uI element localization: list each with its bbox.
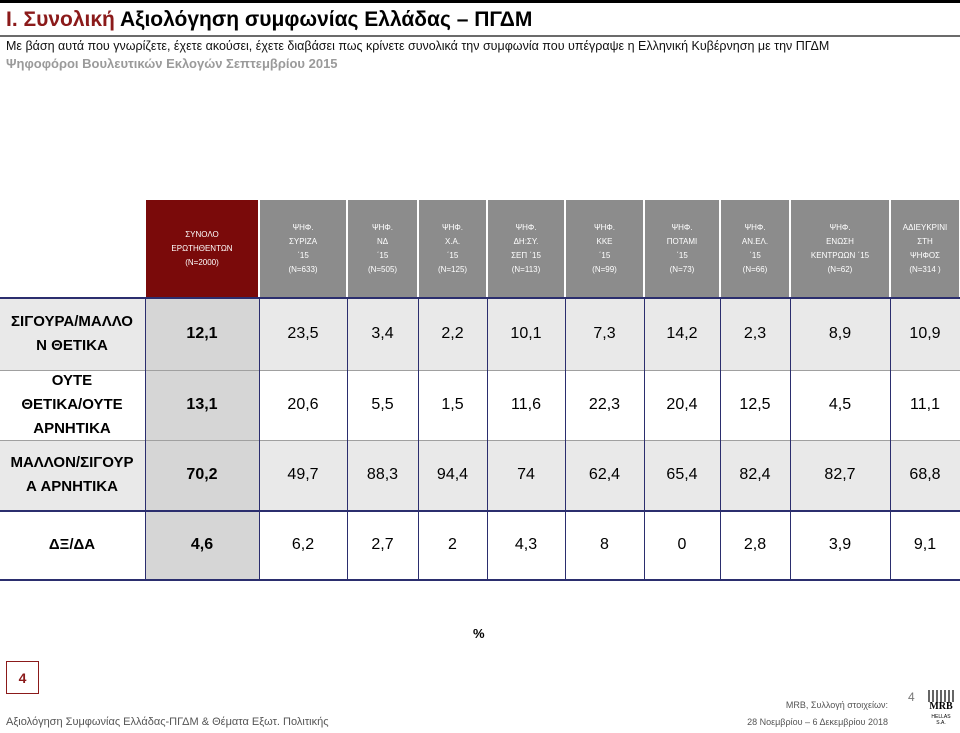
table-cell: 2,7 [371, 536, 394, 553]
table-cell: 49,7 [287, 466, 319, 483]
table-cell: 22,3 [588, 396, 621, 413]
row-divider [0, 370, 960, 371]
table-cell: 1,5 [441, 396, 464, 413]
table-cell: 65,4 [666, 466, 698, 483]
column-divider [565, 298, 566, 580]
table-cell: 20,6 [287, 396, 319, 413]
column-divider [259, 298, 260, 580]
table-cell: 0 [677, 536, 687, 553]
total-value: 13,1 [186, 396, 218, 413]
title-prefix: Ι. Συνολική [6, 8, 115, 31]
table-cell: 7,3 [593, 325, 616, 342]
column-divider [145, 298, 146, 580]
page-box: 4 [6, 661, 39, 694]
total-column-shading [145, 299, 259, 580]
footer-title: Αξιολόγηση Συμφωνίας Ελλάδας-ΠΓΔΜ & Θέμα… [6, 716, 329, 728]
table-cell: 88,3 [366, 466, 399, 483]
logo-grid-icon [928, 690, 954, 702]
table-cell: 82,7 [824, 466, 856, 483]
unit-label: % [473, 626, 485, 641]
source-line-2: 28 Νοεμβρίου – 6 Δεκεμβρίου 2018 [747, 717, 888, 727]
survey-question: Με βάση αυτά που γνωρίζετε, έχετε ακούσε… [6, 39, 830, 53]
title-divider [0, 35, 960, 37]
results-table: ΣΥΝΟΛΟ ΕΡΩΤΗΘΕΝΤΩΝ (Ν=2000) ΨΗΦ. ΣΥΡΙΖΑ ΄… [0, 200, 960, 608]
column-divider [644, 298, 645, 580]
table-cell: 10,9 [909, 325, 941, 342]
row-label: ΜΑΛΛΟΝ/ΣΙΓΟΥΡ Α ΑΡΝΗΤΙΚΑ [10, 454, 134, 495]
header-total: ΣΥΝΟΛΟ ΕΡΩΤΗΘΕΝΤΩΝ (Ν=2000) [146, 200, 258, 298]
column-header: ΨΗΦ. ΔΗ:ΣΥ. ΣΕΠ ΄15 (N=113) [488, 200, 564, 298]
column-divider [347, 298, 348, 580]
table-cell: 9,1 [913, 536, 937, 553]
column-header: ΨΗΦ. ΝΔ ΄15 (N=505) [348, 200, 417, 298]
table-cell: 94,4 [436, 466, 469, 483]
logo-text: MRB [929, 701, 953, 712]
header-divider [0, 297, 960, 299]
table-cell: 2,2 [441, 325, 464, 342]
table-cell: 23,5 [287, 325, 319, 342]
top-bar [0, 0, 960, 3]
table-cell: 10,1 [510, 325, 542, 342]
table-cell: 12,5 [739, 396, 771, 413]
column-header: ΨΗΦ. ΕΝΩΣΗ ΚΕΝΤΡΩΩΝ ΄15 (N=62) [791, 200, 889, 298]
column-header: ΑΔΙΕΥΚΡΙΝΙ ΣΤΗ ΨΗΦΟΣ (Ν=314 ) [891, 200, 959, 298]
column-header: ΨΗΦ. ΠΟΤΑΜΙ ΄15 (N=73) [645, 200, 719, 298]
table-cell: 4,3 [514, 536, 538, 553]
table-cell: 4,5 [828, 396, 852, 413]
row-label: ΟΥΤΕ ΘΕΤΙΚΑ/ΟΥΤΕ ΑΡΝΗΤΙΚΑ [21, 372, 123, 437]
table-cell: 2,8 [743, 536, 767, 553]
subtitle: Ψηφοφόροι Βουλευτικών Εκλογών Σεπτεμβρίο… [6, 56, 338, 71]
column-header: ΨΗΦ. ΚΚΕ ΄15 (N=99) [566, 200, 643, 298]
column-divider [890, 298, 891, 580]
column-divider [487, 298, 488, 580]
table-cell: 8,9 [828, 325, 852, 342]
total-value: 4,6 [190, 536, 214, 553]
table-cell: 3,9 [828, 536, 852, 553]
table-cell: 11,1 [910, 396, 940, 413]
table-cell: 2 [448, 536, 457, 553]
table-cell: 62,4 [588, 466, 621, 483]
table-cell: 14,2 [666, 325, 698, 342]
source-note: MRB, Συλλογή στοιχείων: 28 Νοεμβρίου – 6… [747, 697, 888, 731]
row-divider [0, 510, 960, 512]
total-value: 70,2 [186, 466, 218, 483]
table-cell: 11,6 [511, 396, 541, 413]
row-label: ΣΙΓΟΥΡΑ/ΜΑΛΛΟ Ν ΘΕΤΙΚΑ [11, 313, 133, 354]
table-cell: 6,2 [291, 536, 315, 553]
column-divider [790, 298, 791, 580]
table-bottom-rule [0, 579, 960, 581]
page-number: 4 [908, 690, 915, 704]
column-header: ΨΗΦ. Χ.Α. ΄15 (N=125) [419, 200, 486, 298]
column-divider [720, 298, 721, 580]
page-title: Ι. Συνολική Αξιολόγηση συμφωνίας Ελλάδας… [6, 8, 532, 32]
table-cell: 82,4 [739, 466, 771, 483]
table-cell: 2,3 [743, 325, 767, 342]
table-cell: 5,5 [371, 396, 394, 413]
column-divider [418, 298, 419, 580]
table-cell: 74 [517, 466, 535, 483]
total-value: 12,1 [186, 325, 218, 342]
table-cell: 3,4 [371, 325, 394, 342]
table-cell: 8 [600, 536, 609, 553]
logo-subtext: HELLAS S.A. [931, 714, 951, 726]
source-line-1: MRB, Συλλογή στοιχείων: [785, 700, 888, 710]
table-cell: 20,4 [666, 396, 698, 413]
title-rest: Αξιολόγηση συμφωνίας Ελλάδας – ΠΓΔΜ [114, 8, 533, 31]
column-header: ΨΗΦ. ΑΝ.ΕΛ. ΄15 (N=66) [721, 200, 789, 298]
row-divider [0, 440, 960, 441]
row-label: ΔΞ/ΔΑ [48, 536, 96, 553]
mrb-logo: MRB HELLAS S.A. [928, 690, 954, 726]
table-cell: 68,8 [909, 466, 941, 483]
column-header: ΨΗΦ. ΣΥΡΙΖΑ ΄15 (N=633) [260, 200, 346, 298]
